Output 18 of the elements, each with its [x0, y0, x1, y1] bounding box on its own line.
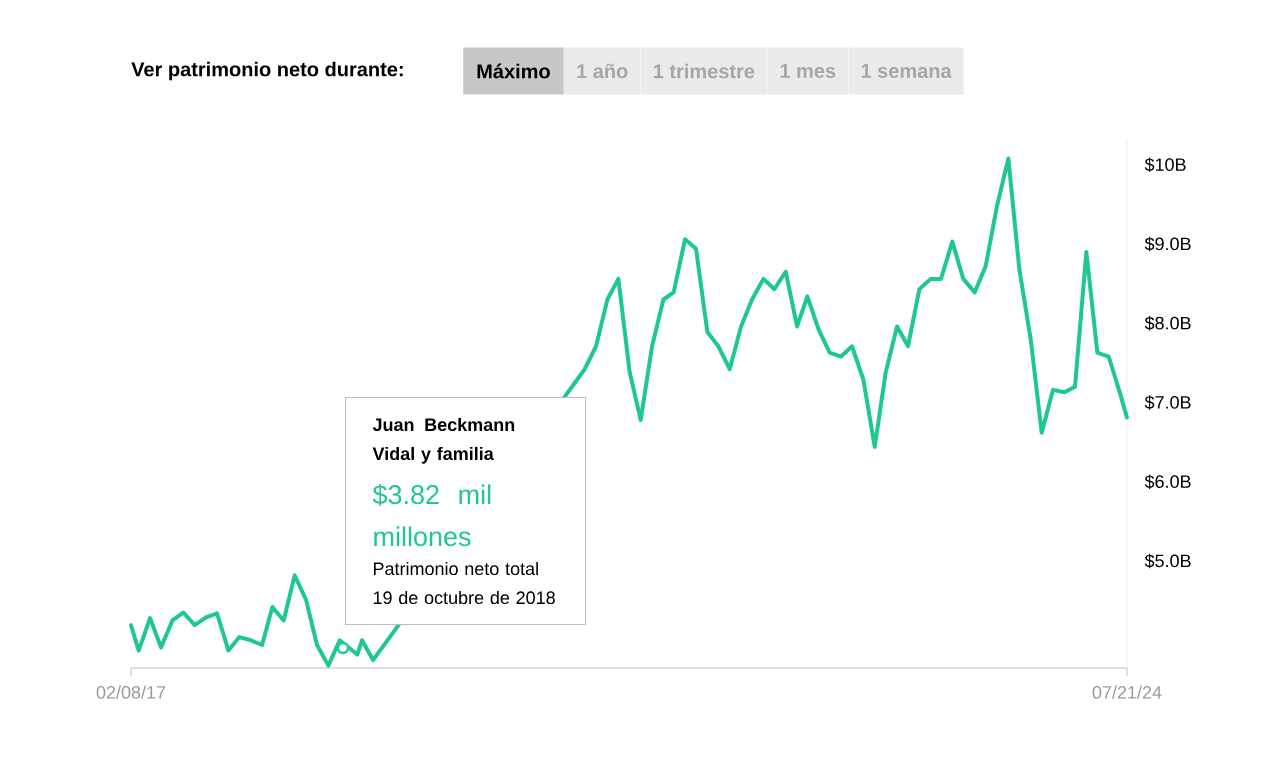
x-tick-label: 07/21/24 [1092, 685, 1162, 699]
y-tick-label: $9.0B [1144, 236, 1191, 252]
annotation: Juan Beckmann Vidal y familia [372, 417, 515, 464]
y-tick-label: $7.0B [1144, 395, 1191, 410]
y-tick-label: $5.0B [1144, 553, 1191, 569]
y-tick-label: $8.0B [1144, 315, 1191, 331]
annotation: Patrimonio neto total [373, 561, 538, 576]
annotation: 19 de octubre de 2018 [373, 590, 555, 605]
text: 1 trimestre [653, 63, 755, 79]
chart-title: Ver patrimonio neto durante: [131, 61, 403, 81]
y-tick-label: $10B [1144, 157, 1186, 173]
x-tick-label: 02/08/17 [96, 685, 166, 699]
text: Máximo [477, 63, 550, 79]
text: 1 semana [861, 64, 952, 78]
y-tick-label: $6.0B [1144, 474, 1191, 490]
text: 1 mes [780, 64, 836, 78]
text: 1 año [577, 63, 628, 79]
annotation: $3.82 mil millones [372, 483, 491, 547]
